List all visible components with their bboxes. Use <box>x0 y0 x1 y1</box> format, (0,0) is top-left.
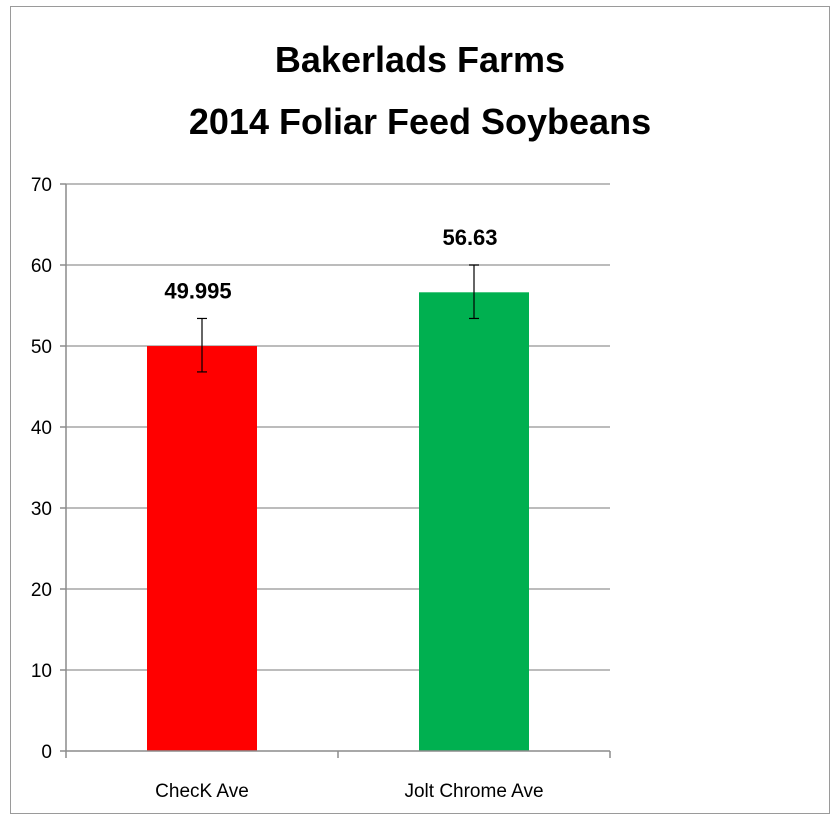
chart-title-line-1: Bakerlads Farms <box>275 39 565 80</box>
data-label: 49.995 <box>164 278 231 303</box>
y-tick-label: 30 <box>31 499 52 520</box>
bar <box>419 292 529 751</box>
y-tick-label: 60 <box>31 256 52 277</box>
y-tick-label: 20 <box>31 580 52 601</box>
y-tick-label: 50 <box>31 337 52 358</box>
data-label: 56.63 <box>442 225 497 250</box>
x-category-label: ChecK Ave <box>155 781 249 802</box>
y-tick-label: 40 <box>31 418 52 439</box>
y-tick-label: 10 <box>31 661 52 682</box>
x-category-label: Jolt Chrome Ave <box>404 781 543 802</box>
chart-title-line-2: 2014 Foliar Feed Soybeans <box>189 101 651 142</box>
y-tick-label: 70 <box>31 175 52 196</box>
bar <box>147 346 257 751</box>
y-tick-label: 0 <box>41 742 52 763</box>
